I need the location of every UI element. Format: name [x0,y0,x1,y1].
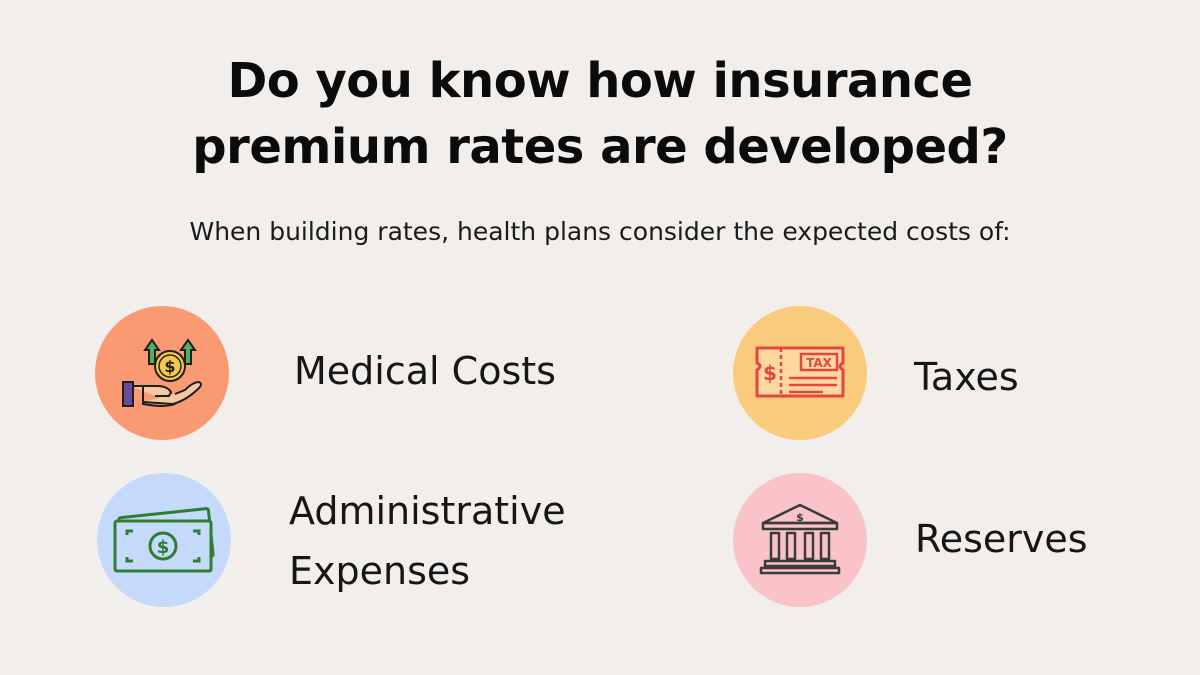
coin-dollar-sign: $ [164,357,175,376]
page-title: Do you know how insurance premium rates … [0,48,1200,180]
title-line-2: premium rates are developed? [192,119,1008,175]
item-label-reserves: Reserves [915,517,1088,561]
medical-costs-icon-circle: $ [95,306,229,440]
item-label-administrative-expenses: Administrative Expenses [289,486,566,596]
item-label-administrative: Administrative [289,489,566,533]
cash-bill-icon: $ [113,507,215,573]
item-label-medical-costs: Medical Costs [294,349,556,393]
ticket-dollar-sign: $ [763,361,777,385]
bank-dollar-sign: $ [796,511,804,524]
ticket-tax-text: TAX [806,356,833,370]
tax-ticket-icon: $ TAX [755,346,845,398]
bill-dollar-sign: $ [157,537,170,558]
item-label-expenses: Expenses [289,549,471,593]
hand-coin-arrows-icon: $ [122,338,202,407]
subtitle: When building rates, health plans consid… [189,217,1011,246]
taxes-icon-circle: $ TAX [733,306,867,440]
title-line-1: Do you know how insurance [227,53,973,109]
bank-building-icon: $ [759,503,841,575]
administrative-expenses-icon-circle: $ [97,473,231,607]
item-label-taxes: Taxes [914,355,1019,399]
reserves-icon-circle: $ [733,473,867,607]
